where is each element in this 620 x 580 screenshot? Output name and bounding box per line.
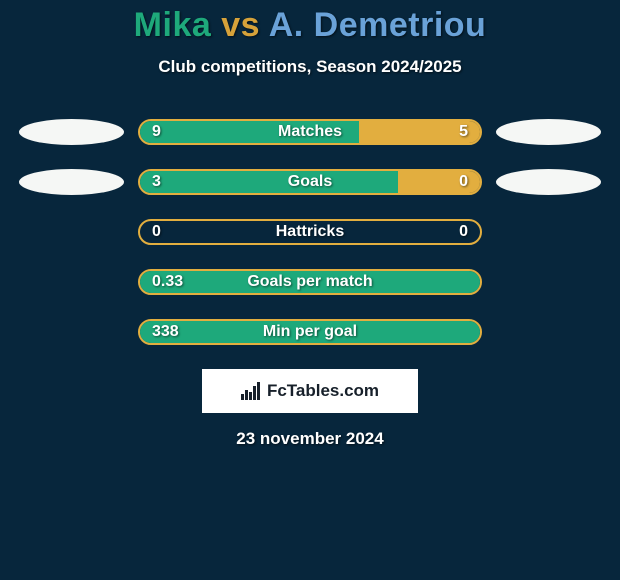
date-label: 23 november 2024 (0, 429, 620, 449)
stat-bar: Matches9 5 (138, 119, 482, 145)
page-title: Mika vs A. Demetriou (0, 6, 620, 45)
stat-value-right: 0 (459, 221, 468, 243)
stat-row: Goals3 0 (0, 169, 620, 195)
brand-box: FcTables.com (202, 369, 418, 413)
stat-label: Matches (140, 121, 480, 143)
stat-value-left: 3 (152, 171, 161, 193)
stat-bar: Min per goal338 (138, 319, 482, 345)
stat-value-right: 0 (459, 171, 468, 193)
barchart-icon (241, 382, 263, 400)
brand-text: FcTables.com (267, 381, 379, 401)
stat-value-left: 0 (152, 221, 161, 243)
stat-label: Goals per match (140, 271, 480, 293)
stat-value-left: 338 (152, 321, 179, 343)
stat-value-right: 5 (459, 121, 468, 143)
stat-label: Hattricks (140, 221, 480, 243)
stat-label: Goals (140, 171, 480, 193)
stat-value-left: 0.33 (152, 271, 183, 293)
stat-row: Goals per match0.33 (0, 269, 620, 295)
player1-marker (19, 169, 124, 195)
brand: FcTables.com (241, 381, 379, 401)
stat-bar: Goals per match0.33 (138, 269, 482, 295)
stat-row: Hattricks0 0 (0, 219, 620, 245)
subtitle: Club competitions, Season 2024/2025 (0, 57, 620, 77)
stat-bar: Goals3 0 (138, 169, 482, 195)
title-player1: Mika (134, 6, 212, 44)
stat-label: Min per goal (140, 321, 480, 343)
player2-marker (496, 119, 601, 145)
stat-row: Min per goal338 (0, 319, 620, 345)
player2-marker (496, 169, 601, 195)
title-vs: vs (221, 6, 260, 44)
stat-rows: Matches95Goals30Hattricks00Goals per mat… (0, 119, 620, 345)
stat-row: Matches9 5 (0, 119, 620, 145)
comparison-infographic: Mika vs A. Demetriou Club competitions, … (0, 0, 620, 449)
player1-marker (19, 119, 124, 145)
stat-value-left: 9 (152, 121, 161, 143)
stat-bar: Hattricks0 0 (138, 219, 482, 245)
title-player2: A. Demetriou (269, 6, 487, 44)
